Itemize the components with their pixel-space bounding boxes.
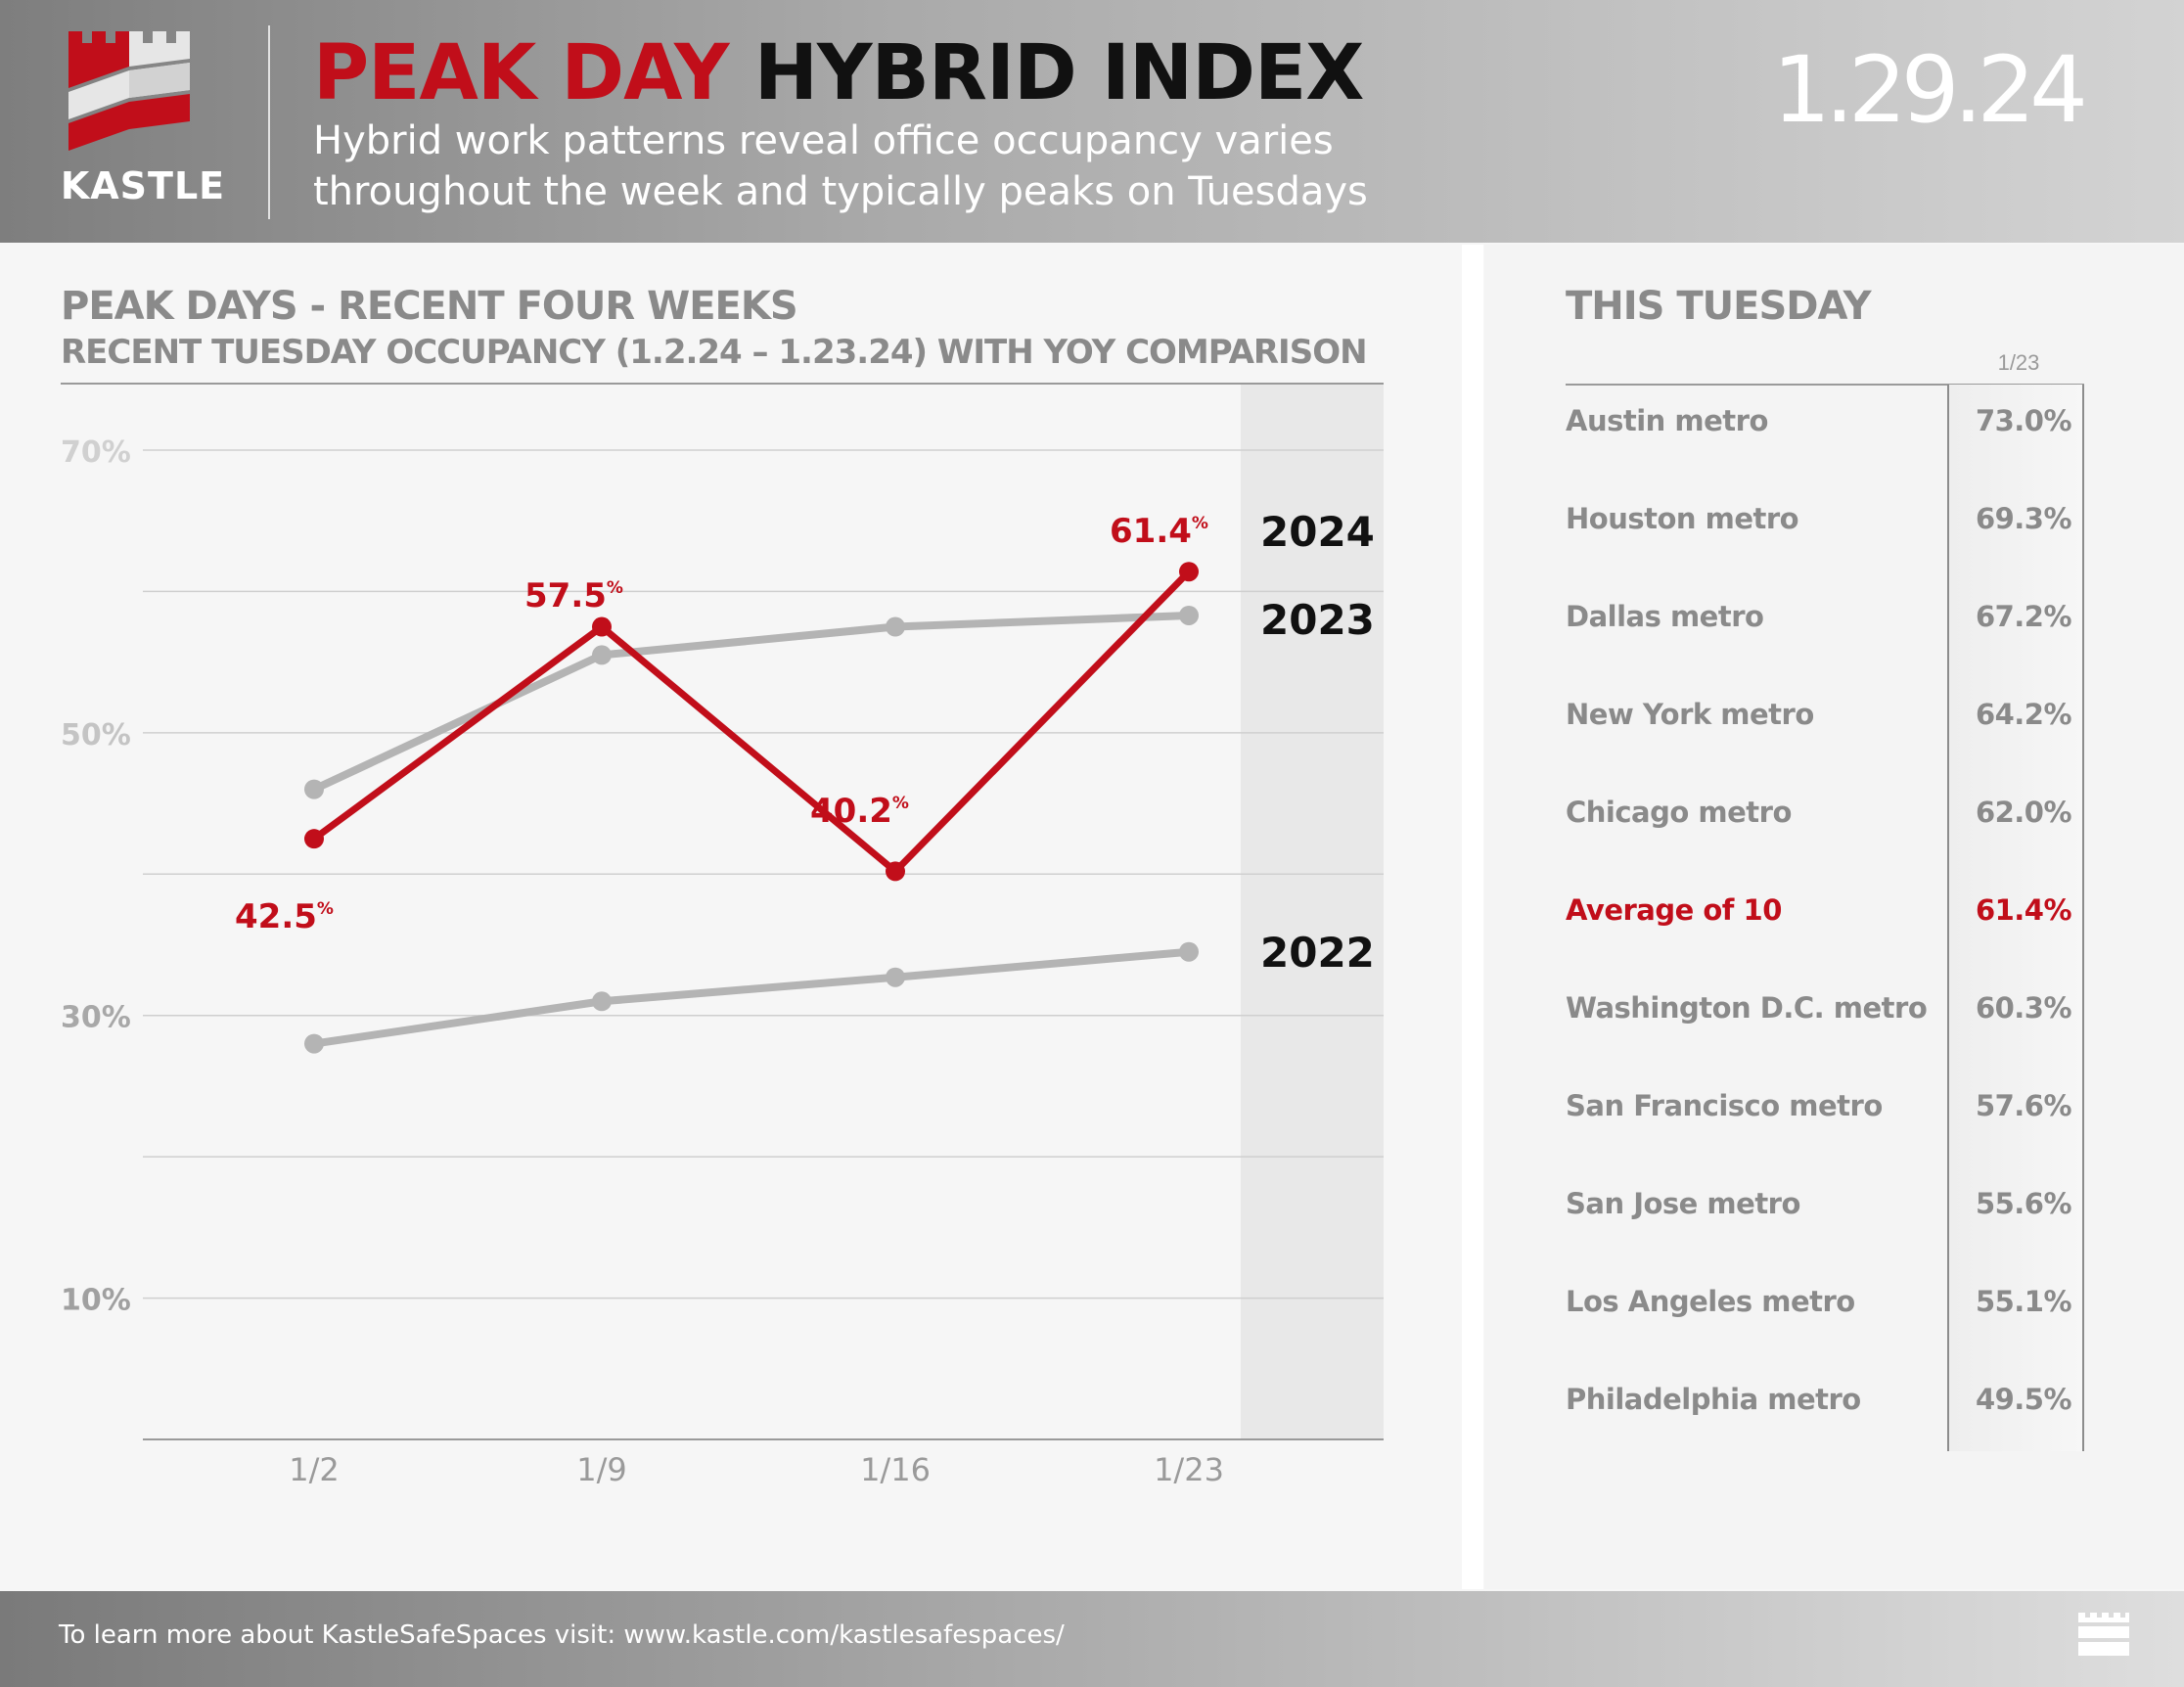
metro-row: Austin metro 73.0% xyxy=(1566,396,2074,445)
data-label-2024: 42.5% xyxy=(235,897,334,936)
y-tick-label: 30% xyxy=(61,1001,131,1035)
data-point-2024 xyxy=(592,616,612,637)
header-banner xyxy=(0,0,2184,243)
data-point-2024 xyxy=(304,829,324,849)
page-title: PEAK DAY HYBRID INDEX xyxy=(313,29,1365,117)
data-point-2022 xyxy=(304,1033,324,1054)
metro-name: Dallas metro xyxy=(1566,600,1764,633)
chart-section-title: PEAK DAYS - RECENT FOUR WEEKS xyxy=(61,284,798,329)
metro-row: San Francisco metro 57.6% xyxy=(1566,1081,2074,1130)
metro-name: New York metro xyxy=(1566,698,1814,731)
metro-value: 60.3% xyxy=(1975,991,2072,1025)
series-line-2024 xyxy=(311,569,1192,877)
title-black-part: HYBRID INDEX xyxy=(753,29,1365,117)
series-label-2023: 2023 xyxy=(1260,596,1375,644)
data-label-2024: 40.2% xyxy=(810,792,909,831)
y-tick-label: 50% xyxy=(61,718,131,752)
kastle-castle-small-icon xyxy=(2078,1613,2129,1656)
data-point-2024 xyxy=(886,861,905,882)
occupancy-line-chart: 70% 50% 30% 10% 1/2 1/9 1/16 1/23 2022 2023 2024 42… xyxy=(61,383,1384,1488)
metro-value: 69.3% xyxy=(1975,502,2072,535)
data-label-unit: % xyxy=(1192,514,1208,533)
x-tick-label: 1/16 xyxy=(860,1451,931,1488)
data-label-unit: % xyxy=(607,578,623,598)
footer-bar xyxy=(0,1591,2184,1687)
metro-name: Houston metro xyxy=(1566,502,1799,535)
panel-separator xyxy=(1462,245,1483,1589)
metro-name: San Jose metro xyxy=(1566,1187,1800,1220)
metro-value: 55.1% xyxy=(1975,1285,2072,1318)
metro-value: 64.2% xyxy=(1975,698,2072,731)
kastle-castle-logo-icon xyxy=(68,31,190,151)
x-tick-label: 1/9 xyxy=(576,1451,627,1488)
metro-name: Chicago metro xyxy=(1566,796,1792,829)
metro-row: New York metro 64.2% xyxy=(1566,690,2074,739)
metro-row: Average of 10 61.4% xyxy=(1566,886,2074,935)
data-label-value: 42.5 xyxy=(235,897,317,936)
metro-name: Average of 10 xyxy=(1566,893,1782,927)
series-label-2022: 2022 xyxy=(1260,929,1375,977)
metro-value: 49.5% xyxy=(1975,1383,2072,1416)
metro-value: 73.0% xyxy=(1975,404,2072,437)
metro-value: 62.0% xyxy=(1975,796,2072,829)
footer-text: To learn more about KastleSafeSpaces vis… xyxy=(59,1620,1065,1650)
logo-text: KASTLE xyxy=(60,164,226,207)
this-tuesday-title: THIS TUESDAY xyxy=(1566,284,1872,329)
metro-row: Los Angeles metro 55.1% xyxy=(1566,1277,2074,1326)
metro-row: Philadelphia metro 49.5% xyxy=(1566,1375,2074,1424)
subtitle-line-2: throughout the week and typically peaks … xyxy=(313,169,1368,214)
metro-value: 61.4% xyxy=(1975,893,2072,927)
data-label-value: 40.2 xyxy=(810,792,892,831)
data-point-2022 xyxy=(592,991,612,1012)
data-label-2024: 57.5% xyxy=(524,576,623,616)
metro-row: Chicago metro 62.0% xyxy=(1566,788,2074,837)
y-tick-label: 10% xyxy=(61,1284,131,1318)
x-tick-label: 1/2 xyxy=(289,1451,340,1488)
metro-name: San Francisco metro xyxy=(1566,1089,1883,1122)
metro-value: 57.6% xyxy=(1975,1089,2072,1122)
data-point-2023 xyxy=(592,645,612,665)
data-label-value: 61.4 xyxy=(1110,512,1192,551)
metro-name: Los Angeles metro xyxy=(1566,1285,1855,1318)
metro-row: Washington D.C. metro 60.3% xyxy=(1566,983,2074,1032)
table-top-rule xyxy=(1566,384,2084,386)
metro-row: Dallas metro 67.2% xyxy=(1566,592,2074,641)
chart-section-subtitle: RECENT TUESDAY OCCUPANCY (1.2.24 – 1.23.… xyxy=(61,333,1368,372)
report-date: 1.29.24 xyxy=(1772,37,2088,144)
value-column-band xyxy=(1947,385,2084,1451)
series-line-2023 xyxy=(312,611,1190,794)
page-subtitle: Hybrid work patterns reveal office occup… xyxy=(313,115,1487,217)
data-point-2022 xyxy=(886,967,905,987)
subtitle-line-1: Hybrid work patterns reveal office occup… xyxy=(313,118,1334,163)
label-band xyxy=(1241,385,1384,1439)
data-point-2024 xyxy=(1179,562,1199,582)
series-label-2024: 2024 xyxy=(1260,508,1375,556)
series-line-2022 xyxy=(313,947,1190,1048)
metro-name: Austin metro xyxy=(1566,404,1768,437)
data-label-2024: 61.4% xyxy=(1110,512,1208,551)
x-tick-label: 1/23 xyxy=(1154,1451,1224,1488)
metro-row: Houston metro 69.3% xyxy=(1566,494,2074,543)
value-column-header: 1/23 xyxy=(1997,350,2040,375)
data-point-2023 xyxy=(1179,605,1199,625)
metro-name: Philadelphia metro xyxy=(1566,1383,1861,1416)
data-label-unit: % xyxy=(317,899,334,919)
data-label-value: 57.5 xyxy=(524,576,607,616)
data-label-unit: % xyxy=(892,794,909,813)
metro-value: 67.2% xyxy=(1975,600,2072,633)
metro-row: San Jose metro 55.6% xyxy=(1566,1179,2074,1228)
data-point-2023 xyxy=(886,616,905,637)
metro-name: Washington D.C. metro xyxy=(1566,991,1928,1025)
title-red-part: PEAK DAY xyxy=(313,29,730,117)
header-divider xyxy=(268,25,270,219)
metro-value: 55.6% xyxy=(1975,1187,2072,1220)
data-point-2022 xyxy=(1179,941,1199,962)
data-point-2023 xyxy=(304,779,324,799)
y-tick-label: 70% xyxy=(61,435,131,470)
